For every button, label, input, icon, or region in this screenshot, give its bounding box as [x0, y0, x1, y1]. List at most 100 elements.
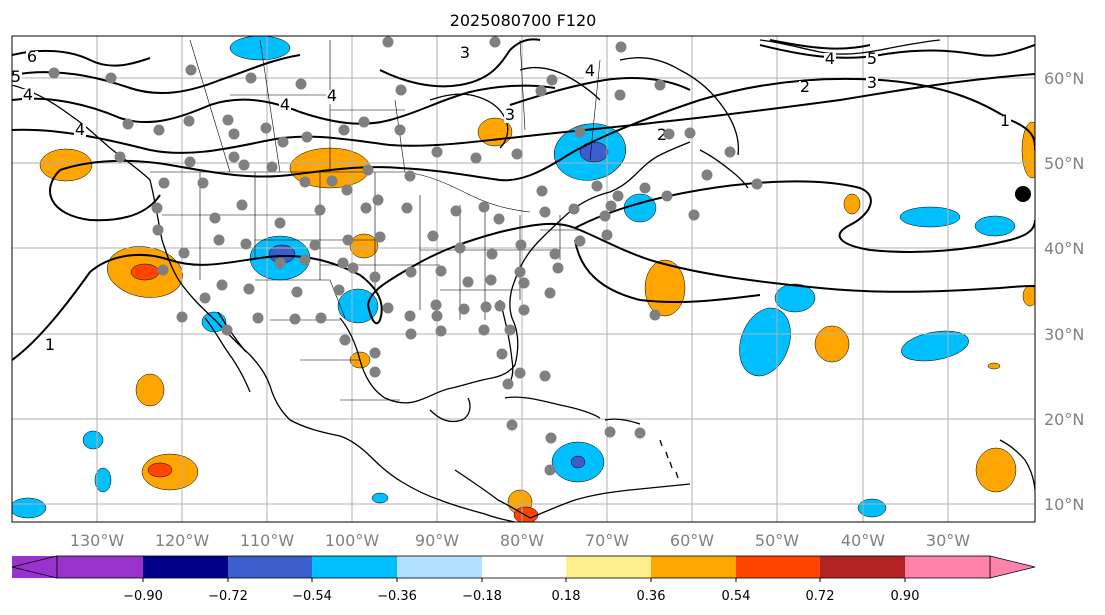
station-dot	[684, 127, 696, 139]
station-dot	[274, 217, 286, 229]
colorbar-tick-label: −0.72	[208, 589, 248, 604]
station-dot	[184, 156, 196, 168]
station-dot	[176, 311, 188, 323]
station-dot	[639, 182, 651, 194]
station-dot	[122, 118, 134, 130]
colorbar-over	[989, 555, 1036, 579]
map-title: 2025080700 F120	[450, 11, 597, 30]
station-dot	[536, 185, 548, 197]
lon-tick-label: 100°W	[325, 531, 380, 550]
station-dot	[314, 204, 326, 216]
station-dot	[661, 190, 673, 202]
anomaly-region	[774, 283, 816, 313]
anomaly-region	[12, 497, 47, 519]
anomaly-region	[82, 430, 104, 450]
station-dot	[544, 287, 556, 299]
station-dot	[427, 230, 439, 242]
station-dot	[489, 36, 501, 48]
contour-label: 4	[280, 95, 290, 114]
station-dot	[701, 169, 713, 181]
station-dot	[301, 131, 313, 143]
colorbar-box	[736, 556, 820, 578]
station-dot	[663, 128, 675, 140]
station-dot	[105, 72, 117, 84]
station-dot	[291, 286, 303, 298]
colorbar-tick-label: 0.72	[806, 589, 835, 604]
longitude-labels: 130°W 120°W 110°W 100°W 90°W 80°W 70°W 60°W 50°W…	[70, 531, 970, 550]
station-dot	[221, 324, 233, 336]
station-dot	[751, 178, 763, 190]
station-dot	[341, 184, 353, 196]
station-dot	[266, 161, 278, 173]
contour-label: 4	[327, 86, 337, 105]
anomaly-region	[987, 362, 1001, 370]
contour-label: 2	[800, 77, 810, 96]
contour-label: 4	[825, 49, 835, 68]
anomaly-region	[899, 206, 961, 228]
lon-tick-label: 60°W	[670, 531, 714, 550]
station-dot	[654, 79, 666, 91]
station-dot	[209, 212, 221, 224]
anomaly-region	[94, 467, 112, 493]
contour-label: 1	[45, 335, 55, 354]
lon-tick-label: 110°W	[240, 531, 295, 550]
contour-label: 6	[27, 47, 37, 66]
station-dot	[238, 159, 250, 171]
station-dot	[480, 301, 492, 313]
anomaly-region	[201, 311, 227, 333]
station-dot	[295, 78, 307, 90]
station-dot	[515, 239, 527, 251]
station-dot	[274, 257, 286, 269]
lat-tick-label: 40°N	[1044, 239, 1084, 258]
contour-label: 1	[1000, 111, 1010, 130]
lat-tick-label: 10°N	[1044, 495, 1084, 514]
anomaly-region	[229, 36, 291, 61]
anomaly-region	[570, 455, 586, 469]
station-dot	[240, 238, 252, 250]
colorbar-box	[482, 556, 566, 578]
station-dot	[514, 266, 526, 278]
station-dot	[504, 324, 516, 336]
station-dot	[496, 348, 508, 360]
station-dot	[494, 300, 506, 312]
state-borders	[150, 39, 601, 401]
colorbar-box	[566, 556, 651, 578]
station-dot	[485, 274, 497, 286]
station-dot	[535, 85, 547, 97]
highlight-marker	[1015, 186, 1031, 202]
lat-tick-label: 20°N	[1044, 410, 1084, 429]
station-dot	[574, 126, 586, 138]
station-dot	[299, 254, 311, 266]
station-dot	[486, 248, 498, 260]
station-dot	[158, 177, 170, 189]
station-dot	[458, 303, 470, 315]
colorbar-box	[228, 556, 312, 578]
colorbar-tick-label: −0.36	[377, 589, 417, 604]
colorbar-box	[820, 556, 905, 578]
contour-label: 3	[867, 73, 877, 92]
station-dot	[405, 266, 417, 278]
anomaly-region	[147, 462, 173, 478]
station-dot	[405, 328, 417, 340]
station-dot	[601, 229, 613, 241]
colorbar-tick-label: 0.18	[552, 589, 581, 604]
contour-label: 4	[23, 85, 33, 104]
station-dot	[493, 213, 505, 225]
station-dot	[605, 200, 617, 212]
anomaly-region	[337, 288, 379, 324]
station-dot	[478, 201, 490, 213]
station-dot	[178, 247, 190, 259]
lon-tick-label: 130°W	[70, 531, 125, 550]
station-dot	[333, 284, 345, 296]
contour-label: 5	[11, 67, 21, 86]
station-dot	[649, 309, 661, 321]
station-dot	[360, 202, 372, 214]
latitude-labels: 60°N 50°N 40°N 30°N 20°N 10°N	[1044, 69, 1084, 514]
contour-label: 4	[75, 120, 85, 139]
lon-tick-label: 90°W	[415, 531, 459, 550]
colorbar-tick-label: 0.90	[891, 589, 920, 604]
anomaly-region	[130, 263, 160, 281]
station-dot	[315, 312, 327, 324]
lon-tick-label: 30°W	[926, 531, 970, 550]
